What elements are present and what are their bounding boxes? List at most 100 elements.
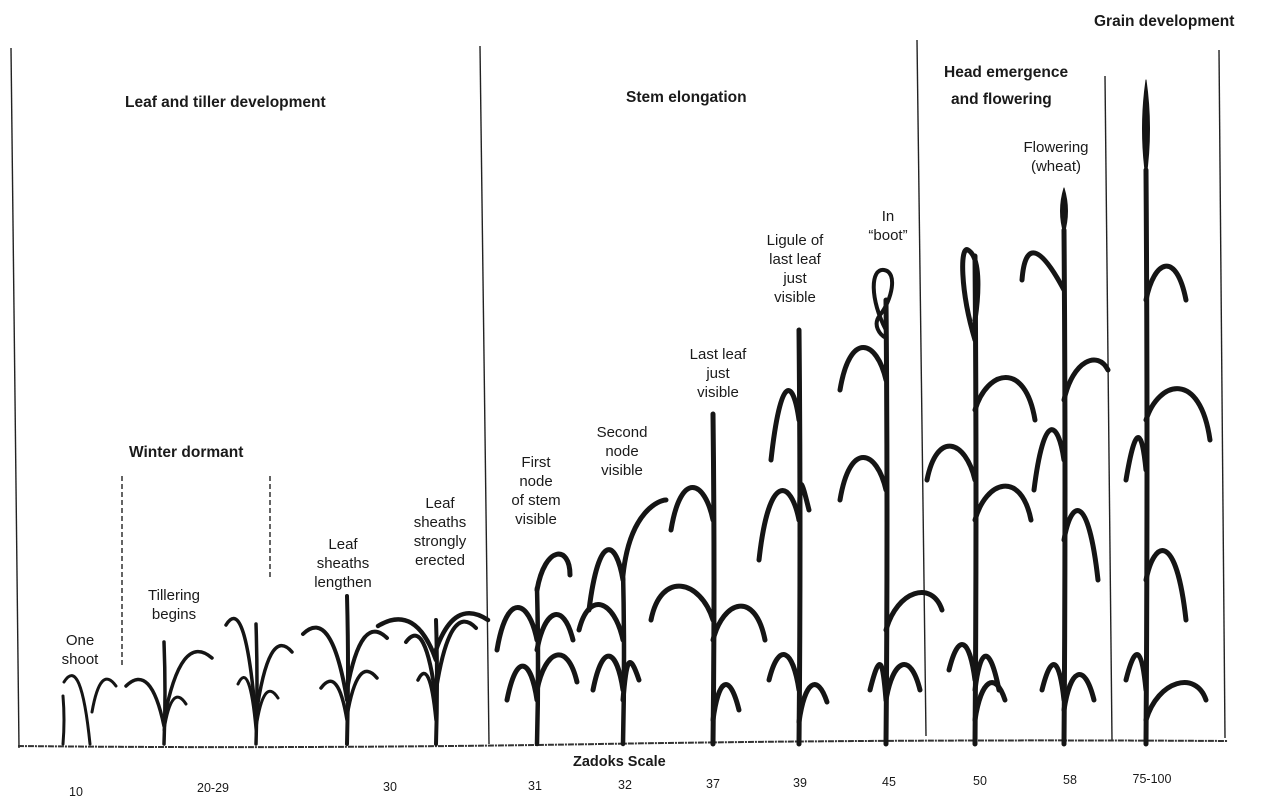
plant-leaf [433, 611, 491, 653]
plant-leaf [924, 443, 978, 483]
scale-title: Zadoks Scale [573, 754, 666, 770]
plant-leaf [162, 650, 214, 722]
plant-leaf [576, 602, 626, 643]
label-line: Leaf [425, 495, 455, 512]
plant-stem [1143, 167, 1150, 747]
plant-leaf [710, 603, 768, 643]
label-in-boot: In “boot” [852, 207, 924, 245]
label-line: Ligule of [766, 232, 824, 249]
label-line: strongly [413, 533, 467, 550]
plant-leaf [494, 605, 540, 653]
plant-leaf [1019, 250, 1067, 293]
zadoks-50: 50 [973, 774, 987, 788]
header-and-flowering: and flowering [951, 91, 1052, 108]
plant-leaf [1123, 652, 1149, 693]
plant-leaf [867, 662, 889, 703]
label-last-leaf-visible: Last leaf just visible [674, 345, 762, 402]
divider-head [916, 39, 927, 737]
plant-leaf [972, 483, 1034, 523]
divider-grain [1104, 75, 1113, 741]
label-line: Second [596, 424, 648, 441]
label-line: node [605, 443, 639, 460]
plant-leaf [1143, 263, 1189, 303]
plant-leaf [766, 652, 802, 693]
label-flowering-wheat: Flowering (wheat) [1012, 138, 1100, 176]
label-line: Tillering [148, 587, 200, 604]
plant-leaf [1143, 386, 1213, 443]
wheat-head [1060, 187, 1068, 235]
plant-leaf [768, 388, 802, 463]
label-line: lengthen [314, 574, 372, 591]
plant-stem [61, 694, 66, 746]
plant-leaf [1143, 680, 1209, 723]
plant-leaf [434, 619, 478, 692]
plant-leaf [756, 488, 802, 563]
label-leaf-sheaths-lengthen: Leaf sheaths lengthen [300, 535, 386, 592]
plant-leaf [534, 612, 576, 653]
divider-right [1218, 49, 1226, 739]
zadoks-10: 10 [69, 785, 83, 799]
boot-loop [871, 268, 895, 340]
plant-leaf [1031, 427, 1067, 493]
label-line: last leaf [769, 251, 821, 268]
zadoks-39: 39 [793, 776, 807, 790]
zadoks-30: 30 [383, 780, 397, 794]
label-second-node: Second node visible [582, 423, 662, 480]
label-line: begins [151, 606, 197, 623]
label-leaf-sheaths-strongly-erected: Leaf sheaths strongly erected [400, 494, 480, 570]
plant-leaf [668, 485, 716, 533]
plant-leaf [837, 345, 889, 393]
plant-leaf [301, 625, 349, 702]
label-line: (wheat) [1030, 158, 1082, 175]
label-line: In [881, 208, 895, 225]
label-line: shoot [61, 651, 99, 668]
plant-leaf [124, 677, 166, 728]
label-line: First [521, 454, 551, 471]
label-line: visible [515, 511, 557, 528]
plant-stem [162, 640, 167, 746]
label-line: Last leaf [689, 346, 747, 363]
label-line: visible [601, 462, 643, 479]
plant-leaf [345, 669, 379, 718]
plant-leaf [648, 583, 716, 623]
plant-leaf [883, 662, 923, 703]
divider-left [10, 47, 20, 749]
ground-line [17, 739, 1229, 749]
header-leaf-tiller-development: Leaf and tiller development [125, 94, 326, 111]
plant-leaf [710, 682, 742, 723]
label-line: node [519, 473, 553, 490]
label-line: visible [774, 289, 816, 306]
header-grain-development: Grain development [1094, 13, 1235, 30]
label-line: erected [414, 552, 466, 569]
plant-leaf [534, 551, 573, 593]
label-line: just [783, 270, 807, 287]
plant-leaf [796, 482, 812, 523]
plant-leaf [1061, 508, 1101, 583]
plant-leaf [972, 653, 1002, 693]
label-tillering-begins: Tillering begins [132, 586, 216, 624]
header-head-emergence: Head emergence [944, 64, 1069, 81]
plant-leaf [1061, 672, 1097, 713]
plant-stem [534, 585, 541, 747]
label-line: just [706, 365, 730, 382]
zadoks-20-29: 20-29 [197, 781, 229, 795]
plant-leaf [972, 680, 1008, 723]
plant-leaf [620, 497, 669, 578]
plant-leaf [534, 652, 580, 693]
plant-leaf [1039, 662, 1067, 703]
plant-stem [620, 567, 627, 747]
label-first-node: First node of stem visible [498, 453, 574, 529]
plant-leaf [319, 679, 349, 722]
plant-leaf [345, 629, 389, 692]
plant-stem [710, 411, 717, 747]
header-stem-elongation: Stem elongation [626, 89, 747, 106]
plant-leaf [972, 375, 1038, 423]
zadoks-31: 31 [528, 779, 542, 793]
label-line: sheaths [316, 555, 370, 572]
plant-leaf [90, 677, 118, 714]
plant-leaf [1143, 548, 1189, 623]
plant-leaf [162, 695, 188, 732]
plant-leaf [1061, 357, 1111, 403]
